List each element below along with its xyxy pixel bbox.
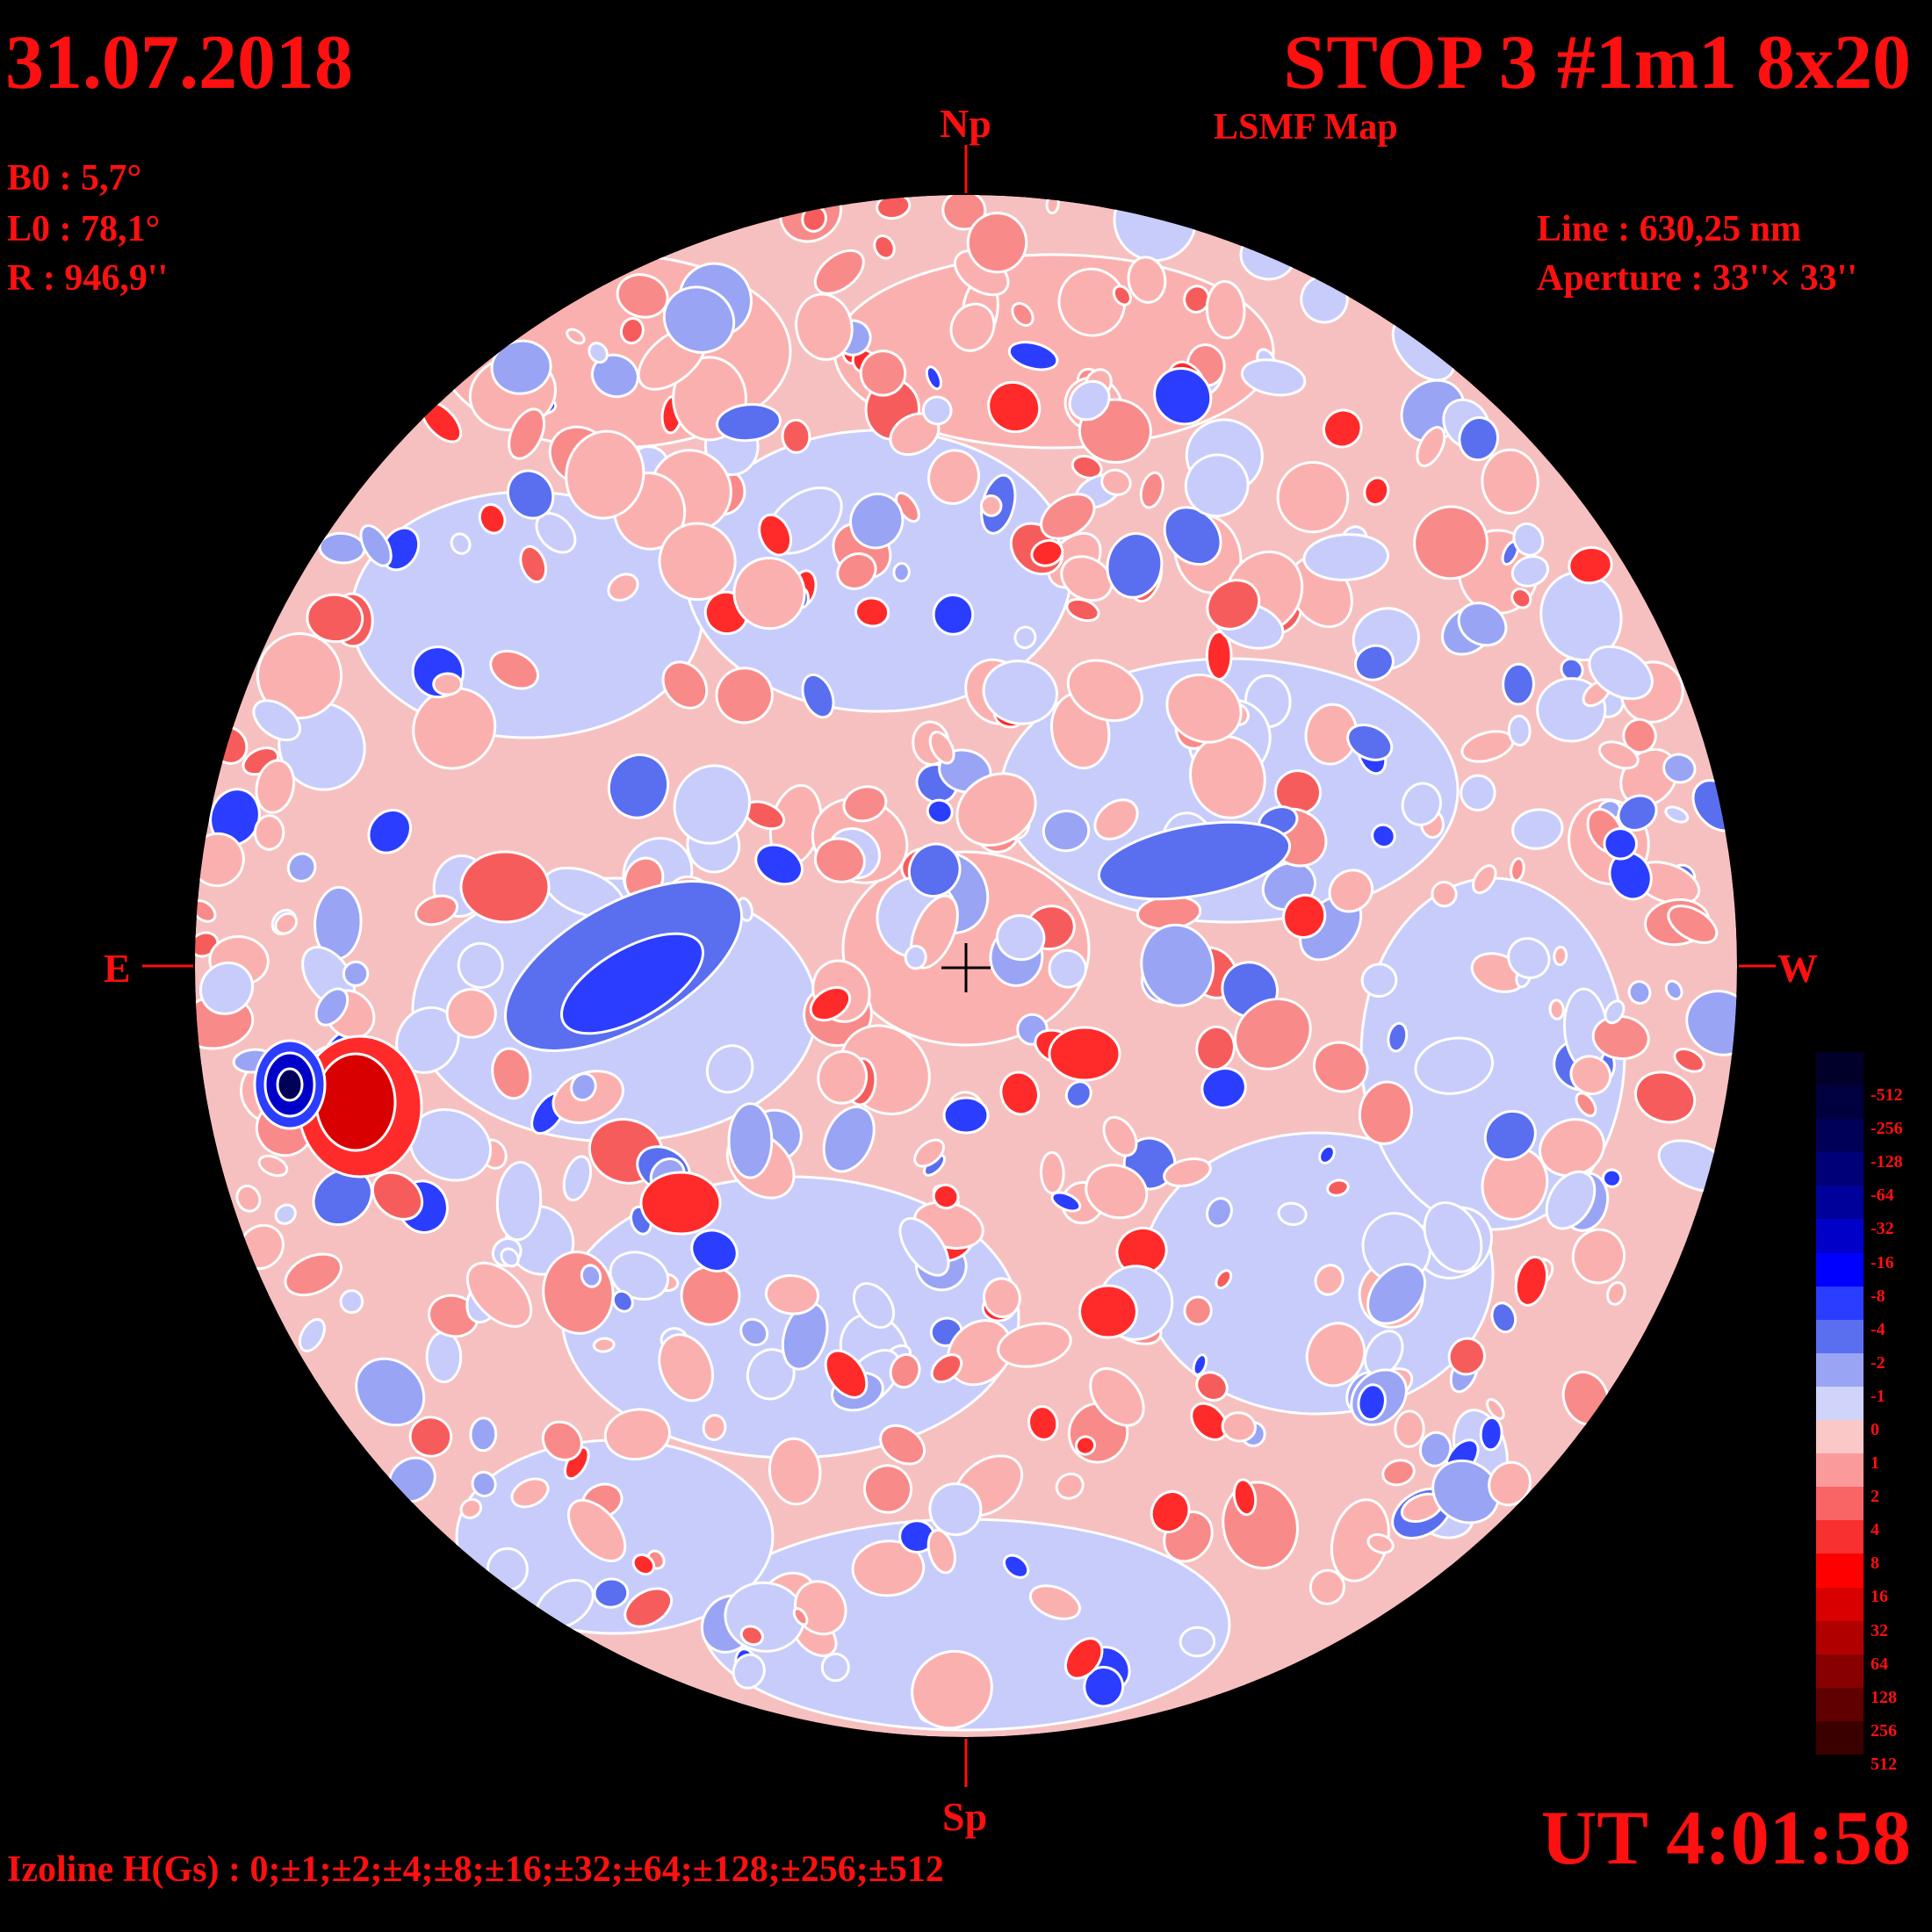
scale-segment bbox=[1816, 1286, 1864, 1320]
scale-segment bbox=[1816, 1386, 1864, 1421]
scale-label: 128 bbox=[1871, 1687, 1897, 1707]
scale-label: -256 bbox=[1871, 1119, 1903, 1139]
scale-label: 4 bbox=[1871, 1520, 1879, 1540]
scale-segment bbox=[1816, 1554, 1864, 1588]
scale-segment bbox=[1816, 1219, 1864, 1253]
scale-segment bbox=[1816, 1186, 1864, 1220]
scale-label: 512 bbox=[1871, 1754, 1897, 1774]
izoline-levels: Izoline H(Gs) : 0;±1;±2;±4;±8;±16;±32;±6… bbox=[7, 1849, 944, 1890]
map-subtitle: LSMF Map bbox=[1214, 107, 1398, 148]
map-title: STOP 3 #1m1 8x20 bbox=[1283, 20, 1911, 105]
line-param: Line : 630,25 nm bbox=[1537, 209, 1802, 249]
scale-segment bbox=[1816, 1052, 1864, 1086]
east-label: E bbox=[104, 946, 131, 991]
scale-label: 0 bbox=[1871, 1420, 1879, 1439]
scale-segment bbox=[1816, 1319, 1864, 1353]
scale-label: -32 bbox=[1871, 1219, 1894, 1239]
scale-label: 1 bbox=[1871, 1453, 1879, 1474]
observation-date: 31.07.2018 bbox=[5, 20, 353, 105]
scale-label: 64 bbox=[1871, 1654, 1888, 1674]
scale-segment bbox=[1816, 1487, 1864, 1521]
south-label: Sp bbox=[942, 1794, 988, 1839]
scale-segment bbox=[1816, 1152, 1864, 1186]
radius-param: R : 946,9'' bbox=[7, 258, 169, 299]
north-label: Np bbox=[940, 101, 991, 146]
scale-segment bbox=[1816, 1420, 1864, 1454]
scale-segment bbox=[1816, 1119, 1864, 1153]
scale-label: -512 bbox=[1871, 1085, 1903, 1106]
scale-segment bbox=[1816, 1352, 1864, 1387]
scale-label: -128 bbox=[1871, 1152, 1903, 1172]
field-contours bbox=[195, 195, 1737, 1732]
scale-segment bbox=[1816, 1252, 1864, 1287]
scale-segment bbox=[1816, 1654, 1864, 1688]
scale-label: 2 bbox=[1871, 1487, 1879, 1507]
scale-segment bbox=[1816, 1453, 1864, 1488]
scale-segment bbox=[1816, 1720, 1864, 1755]
color-scale-bar bbox=[1816, 1052, 1864, 1755]
b0-param: B0 : 5,7° bbox=[7, 158, 142, 198]
scale-segment bbox=[1816, 1620, 1864, 1654]
scale-segment bbox=[1816, 1687, 1864, 1721]
aperture-param: Aperture : 33''× 33'' bbox=[1537, 258, 1857, 299]
solar-disk bbox=[195, 195, 1737, 1737]
scale-label: -1 bbox=[1871, 1386, 1885, 1406]
scale-label: -16 bbox=[1871, 1252, 1894, 1272]
observation-time: UT 4:01:58 bbox=[1540, 1796, 1911, 1881]
scale-label: 16 bbox=[1871, 1587, 1888, 1607]
center-crosshair-icon bbox=[941, 943, 991, 992]
west-label: W bbox=[1777, 946, 1818, 991]
scale-label: -2 bbox=[1871, 1352, 1885, 1373]
scale-label: -4 bbox=[1871, 1319, 1885, 1339]
scale-label: 256 bbox=[1871, 1720, 1897, 1741]
scale-segment bbox=[1816, 1520, 1864, 1554]
scale-label: 32 bbox=[1871, 1620, 1888, 1640]
scale-label: -8 bbox=[1871, 1286, 1885, 1306]
scale-label: 8 bbox=[1871, 1554, 1879, 1574]
l0-param: L0 : 78,1° bbox=[7, 209, 161, 249]
scale-segment bbox=[1816, 1587, 1864, 1621]
scale-segment bbox=[1816, 1085, 1864, 1120]
scale-label: -64 bbox=[1871, 1186, 1894, 1206]
